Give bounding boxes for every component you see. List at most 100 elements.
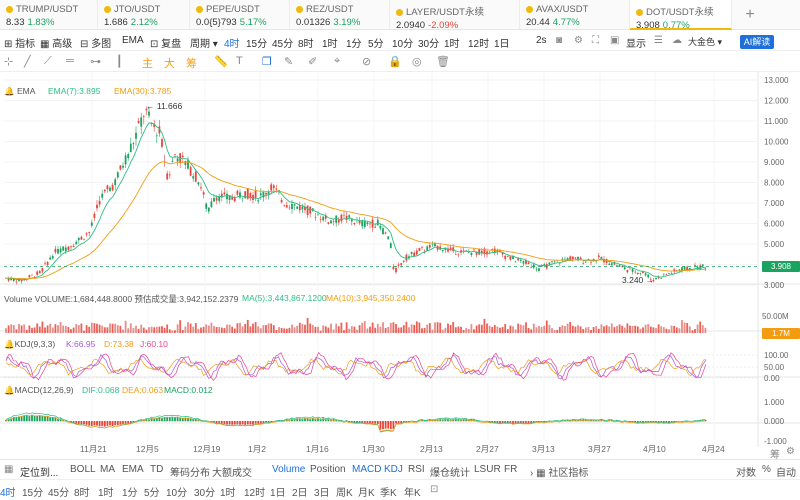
vertical-line-icon[interactable]: ┃ xyxy=(116,56,123,68)
horizontal-ray-icon[interactable]: ⊶ xyxy=(90,56,101,68)
interval-8h[interactable]: 8时 xyxy=(298,39,314,50)
ind-rsi[interactable]: RSI xyxy=(408,464,425,475)
add-tab-button[interactable]: + xyxy=(745,6,755,23)
bottom-interval[interactable]: 45分 xyxy=(48,488,70,499)
brush-icon[interactable]: ✐ xyxy=(308,56,318,68)
candlestick-chart[interactable]: 13.000 12.000 11.000 10.000 9.000 8.000 7.000 6… xyxy=(0,72,800,459)
bottom-interval[interactable]: 年K xyxy=(404,488,421,499)
interval-1h[interactable]: 1时 xyxy=(322,39,338,50)
interval-settings-icon[interactable]: ⊡ xyxy=(430,484,439,495)
layout-icon[interactable]: ▣ xyxy=(610,35,620,46)
replay-button[interactable]: ⊡ 复盘 xyxy=(150,39,182,50)
ind-ma[interactable]: MA xyxy=(100,464,115,475)
bottom-interval[interactable]: 周K xyxy=(336,488,353,499)
ind-chips[interactable]: 筹码分布 xyxy=(170,468,210,479)
community-indicators[interactable]: › ▦ 社区指标 xyxy=(530,468,589,479)
bottom-interval[interactable]: 季K xyxy=(380,488,397,499)
draw-main-button[interactable]: 主 xyxy=(142,58,153,70)
candle-body xyxy=(361,220,364,227)
camera-icon[interactable]: ◙ xyxy=(556,35,563,46)
interval-12h[interactable]: 12时 xyxy=(468,39,490,50)
volume-bar xyxy=(80,323,83,333)
interval-1m[interactable]: 1分 xyxy=(346,39,362,50)
interval-15m[interactable]: 15分 xyxy=(246,39,268,50)
bottom-interval[interactable]: 1分 xyxy=(122,488,138,499)
ticker-tab-active[interactable]: DOT/USDT永续 3.908 0.77% xyxy=(630,0,732,31)
bottom-interval[interactable]: 30分 xyxy=(194,488,216,499)
bottom-interval[interactable]: 1时 xyxy=(98,488,114,499)
ind-liquidation[interactable]: 爆仓统计 xyxy=(430,468,470,479)
bottom-interval[interactable]: 4时 xyxy=(0,488,16,499)
ticker-tab[interactable]: PEPE/USDT 0.0{5}793 5.17% xyxy=(190,0,290,30)
ind-kdj[interactable]: KDJ xyxy=(384,464,403,475)
replay-speed[interactable]: 2s xyxy=(536,35,547,46)
display-button[interactable]: 显示 xyxy=(626,39,646,50)
period-button[interactable]: 周期 ▾ xyxy=(190,39,218,50)
bottom-interval[interactable]: 5分 xyxy=(144,488,160,499)
ticker-tab[interactable]: LAYER/USDT永续 2.0940 -2.09% xyxy=(390,0,520,31)
fullscreen-icon[interactable]: ⛶ xyxy=(592,35,599,46)
ind-boll[interactable]: BOLL xyxy=(70,464,96,475)
interval-5m[interactable]: 5分 xyxy=(368,39,384,50)
ai-interpret-button[interactable]: AI解读 xyxy=(740,35,774,49)
bottom-interval[interactable]: 月K xyxy=(358,488,375,499)
auto-scale-toggle[interactable]: 自动 xyxy=(776,468,796,479)
calendar-icon[interactable]: ▦ xyxy=(4,464,14,475)
bottom-interval[interactable]: 10分 xyxy=(166,488,188,499)
cloud-icon[interactable]: ☁ xyxy=(672,35,682,46)
list-icon[interactable]: ☰ xyxy=(654,35,663,46)
chips-toggle[interactable]: 筹 xyxy=(770,450,780,461)
locate-button[interactable]: 定位到... xyxy=(20,468,59,479)
ticker-tab[interactable]: TRUMP/USDT 8.33 1.83% xyxy=(0,0,98,30)
log-scale-toggle[interactable]: 对数 xyxy=(736,468,756,479)
ind-large-trades[interactable]: 大额成交 xyxy=(212,468,252,479)
trend-line-icon[interactable]: ╱ xyxy=(24,56,31,68)
axis-settings-icon[interactable]: ⚙ xyxy=(786,446,795,457)
ticker-tab[interactable]: JTO/USDT 1.686 2.12% xyxy=(98,0,190,30)
pen-icon[interactable]: ✎ xyxy=(284,56,294,68)
theme-select[interactable]: 大金色 ▾ xyxy=(688,37,723,47)
horizontal-line-icon[interactable]: ═ xyxy=(66,55,74,67)
indicator-button[interactable]: ⊞ 指标 xyxy=(4,39,36,50)
ema-button[interactable]: EMA xyxy=(122,35,144,46)
trash-icon[interactable]: 🗑 xyxy=(436,56,450,68)
copy-icon[interactable]: ❐ xyxy=(262,56,272,68)
bottom-interval[interactable]: 1日 xyxy=(270,488,286,499)
settings-icon[interactable]: ⚙ xyxy=(574,35,583,46)
interval-1d[interactable]: 1日 xyxy=(494,39,510,50)
ind-lsur[interactable]: LSUR xyxy=(474,464,501,475)
eye-icon[interactable]: ◎ xyxy=(412,56,422,68)
crosshair-icon[interactable]: ⊹ xyxy=(4,56,14,68)
bottom-interval[interactable]: 15分 xyxy=(22,488,44,499)
multi-chart-button[interactable]: ⊟ 多图 xyxy=(80,39,112,50)
ray-line-icon[interactable]: ⟋ xyxy=(44,55,52,67)
draw-big-button[interactable]: 大 xyxy=(164,58,175,70)
bottom-interval[interactable]: 12时 xyxy=(244,488,266,499)
draw-chips-button[interactable]: 筹 xyxy=(186,58,197,70)
ind-ema[interactable]: EMA xyxy=(122,464,144,475)
interval-1h-b[interactable]: 1时 xyxy=(444,39,460,50)
magnet-icon[interactable]: ⌖ xyxy=(334,55,341,67)
bottom-interval[interactable]: 2日 xyxy=(292,488,308,499)
volume-bar xyxy=(535,327,538,333)
lock-icon[interactable]: 🔒 xyxy=(388,56,402,68)
ticker-tab[interactable]: REZ/USDT 0.01326 3.19% xyxy=(290,0,390,30)
ticker-tab[interactable]: AVAX/USDT 20.44 4.77% xyxy=(520,0,630,30)
ind-position[interactable]: Position xyxy=(310,464,346,475)
text-icon[interactable]: T xyxy=(236,55,243,67)
interval-4h[interactable]: 4时 xyxy=(224,39,240,50)
ind-fr[interactable]: FR xyxy=(504,464,518,475)
interval-30m[interactable]: 30分 xyxy=(418,39,440,50)
ind-td[interactable]: TD xyxy=(150,464,164,475)
interval-45m[interactable]: 45分 xyxy=(272,39,294,50)
interval-10m[interactable]: 10分 xyxy=(392,39,414,50)
bottom-interval[interactable]: 8时 xyxy=(74,488,90,499)
ind-macd[interactable]: MACD xyxy=(352,464,382,475)
measure-icon[interactable]: ⊘ xyxy=(362,56,372,68)
ruler-icon[interactable]: 📏 xyxy=(214,56,228,68)
pro-button[interactable]: ▦ 高级 xyxy=(40,39,73,50)
ind-volume[interactable]: Volume xyxy=(272,464,306,475)
bottom-interval[interactable]: 3日 xyxy=(314,488,330,499)
bottom-interval[interactable]: 1时 xyxy=(220,488,236,499)
percent-scale-toggle[interactable]: % xyxy=(762,464,771,475)
